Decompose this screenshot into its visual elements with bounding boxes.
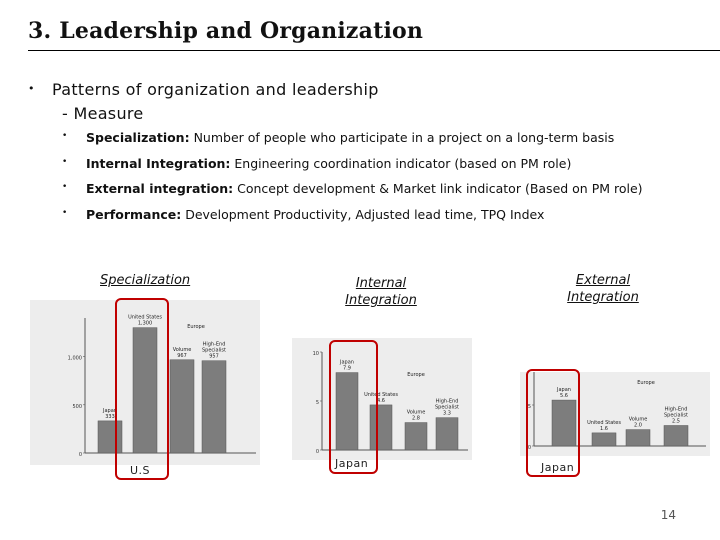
main-bullet-text: Patterns of organization and leadership xyxy=(52,80,379,99)
item-label: External integration: xyxy=(86,181,234,196)
internal-integration-label: Internal Integration xyxy=(336,275,426,309)
bar-label: 1,300 xyxy=(138,321,152,327)
y-tick-label: 0 xyxy=(79,452,82,458)
group-label: Europe xyxy=(637,380,655,386)
bar-label: United States xyxy=(128,315,162,321)
japan-external-highlight-box xyxy=(526,369,580,477)
bar xyxy=(97,420,123,454)
measure-heading: - Measure xyxy=(62,104,144,123)
bar xyxy=(169,359,195,454)
bar xyxy=(404,422,428,451)
item-text: Number of people who participate in a pr… xyxy=(189,130,615,145)
bar xyxy=(335,372,359,451)
y-tick-label: 0 xyxy=(528,445,531,451)
bar-label: 5.6 xyxy=(560,393,568,399)
bar-label: 333 xyxy=(105,414,115,420)
bar-label: 2.0 xyxy=(634,423,642,429)
bar-label: Specialist xyxy=(202,348,226,354)
japan-internal-caption: Japan xyxy=(335,457,369,470)
label-line: Internal xyxy=(355,276,407,291)
item-label: Internal Integration: xyxy=(86,155,231,171)
bar-label: 4.6 xyxy=(377,398,385,404)
bullet-dot: • xyxy=(62,207,68,218)
slide-title: 3. Leadership and Organization xyxy=(28,18,424,44)
title-underline xyxy=(28,50,720,51)
specialization-label: Specialization xyxy=(100,273,191,288)
bar xyxy=(591,432,617,447)
bullet-dot: • xyxy=(62,131,68,141)
item-label: Specialization: xyxy=(86,130,190,145)
bar-label: Volume xyxy=(629,417,648,423)
japan-internal-highlight-box xyxy=(329,340,378,474)
external-integration-label: External Integration xyxy=(558,272,648,306)
bar-label: United States xyxy=(587,420,621,426)
bar xyxy=(132,327,158,454)
bar-label: Specialist xyxy=(664,413,688,419)
bar-label: Specialist xyxy=(435,405,459,411)
japan-external-caption: Japan xyxy=(541,461,575,474)
bar-label: 7.9 xyxy=(343,366,351,372)
bar-label: High-End xyxy=(665,407,688,413)
page-number: 14 xyxy=(660,508,676,522)
bar-label: 1.6 xyxy=(600,426,608,432)
bar-label: 2.8 xyxy=(412,416,420,422)
us-highlight-box xyxy=(115,298,169,480)
y-tick-label: 10 xyxy=(313,351,319,357)
y-tick-label: 5 xyxy=(316,400,319,406)
bar-label: United States xyxy=(364,392,398,398)
bar xyxy=(663,425,689,447)
bar xyxy=(551,399,577,447)
bullet-dot: • xyxy=(62,182,68,192)
bar-label: 957 xyxy=(209,354,219,360)
bullet-dot: • xyxy=(62,156,68,167)
bar-label: 2.5 xyxy=(672,419,680,425)
group-label: Europe xyxy=(407,372,425,378)
label-line: External xyxy=(575,273,631,288)
label-line: Integration xyxy=(345,293,417,308)
bar-label: 967 xyxy=(177,353,187,359)
bar xyxy=(625,429,651,447)
y-tick-label: 5 xyxy=(528,404,531,410)
bar xyxy=(435,417,459,451)
bar xyxy=(369,404,393,451)
label-line: Integration xyxy=(567,290,639,305)
y-tick-label: 1,000 xyxy=(68,356,82,362)
y-tick-label: 500 xyxy=(72,404,82,410)
bar-label: 3.3 xyxy=(443,411,451,417)
bar-label: Japan xyxy=(339,360,354,366)
group-label: Europe xyxy=(187,324,205,330)
bar xyxy=(201,360,227,454)
item-text: Development Productivity, Adjusted lead … xyxy=(181,206,545,222)
item-text: Engineering coordination indicator (base… xyxy=(230,155,572,171)
y-tick-label: 0 xyxy=(316,449,319,455)
bar-label: Japan xyxy=(556,387,571,393)
bar-label: Japan xyxy=(102,408,117,414)
bar-label: High-End xyxy=(203,342,226,348)
item-text: Concept development & Market link indica… xyxy=(233,181,643,196)
bar-label: High-End xyxy=(436,399,459,405)
bar-label: Volume xyxy=(407,410,426,416)
us-caption: U.S xyxy=(130,464,151,477)
bullet-dot: • xyxy=(28,82,35,95)
item-label: Performance: xyxy=(86,206,182,222)
bar-label: Volume xyxy=(173,347,192,353)
